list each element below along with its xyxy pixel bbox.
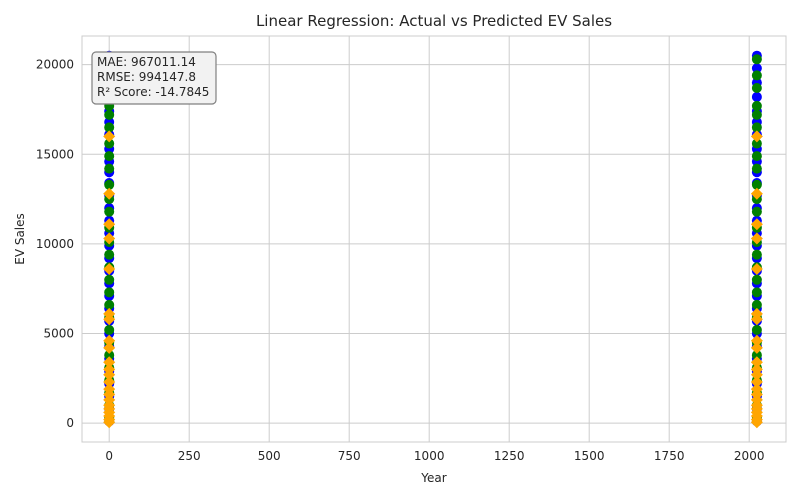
data-point-green [104, 151, 115, 162]
x-tick-label: 500 [258, 449, 281, 463]
y-tick-label: 5000 [43, 327, 74, 341]
data-point-orange [750, 313, 763, 326]
data-point-orange [750, 341, 763, 354]
data-point-green [104, 122, 115, 133]
data-point-green [104, 274, 115, 285]
data-point-green [104, 138, 115, 149]
plot-frame [81, 35, 787, 443]
data-point-orange [103, 232, 116, 245]
data-point-orange [750, 368, 763, 381]
data-point-blue [751, 63, 762, 74]
metrics-rmse: RMSE: 994147.8 [97, 70, 196, 84]
data-point-green [104, 179, 115, 190]
y-axis-label: EV Sales [13, 213, 27, 265]
data-point-orange [103, 218, 116, 231]
data-point-green [104, 350, 115, 361]
x-tick-label: 0 [105, 449, 113, 463]
data-point-orange [103, 368, 116, 381]
data-point-orange [103, 416, 116, 429]
data-point-green [751, 249, 762, 260]
y-tick-label: 10000 [36, 237, 74, 251]
data-point-orange [103, 375, 116, 388]
tick-labels: 0 250 500 750 1000 1250 1500 1750 20000500010000… [36, 58, 765, 463]
data-point-green [104, 324, 115, 335]
data-point-orange [103, 130, 116, 143]
data-point-orange [103, 187, 116, 200]
data-point-orange [103, 341, 116, 354]
data-point-orange [750, 334, 763, 347]
data-point-green [104, 163, 115, 174]
data-point-green [751, 274, 762, 285]
metrics-box-background [91, 51, 217, 105]
data-point-green [751, 163, 762, 174]
data-point-green [104, 109, 115, 120]
data-point-green [751, 138, 762, 149]
data-point-green [751, 122, 762, 133]
y-tick-label: 20000 [36, 58, 74, 72]
data-point-green [751, 82, 762, 93]
data-point-green [751, 54, 762, 65]
data-point-green [751, 350, 762, 361]
data-point-green [104, 249, 115, 260]
data-point-orange [750, 232, 763, 245]
x-tick-label: 1000 [414, 449, 445, 463]
data-point-green [751, 324, 762, 335]
data-point-orange [750, 130, 763, 143]
y-tick-label: 0 [66, 416, 74, 430]
data-point-orange [750, 218, 763, 231]
data-point-green [751, 100, 762, 111]
data-point-green [751, 109, 762, 120]
x-tick-label: 1250 [494, 449, 525, 463]
data-point-orange [103, 356, 116, 369]
data-point-green [104, 206, 115, 217]
x-axis-label: Year [420, 471, 446, 485]
x-tick-label: 2000 [734, 449, 765, 463]
data-point-green [104, 287, 115, 298]
chart-title: Linear Regression: Actual vs Predicted E… [256, 12, 612, 30]
x-tick-label: 1500 [574, 449, 605, 463]
x-tick-label: 250 [178, 449, 201, 463]
data-point-orange [103, 334, 116, 347]
data-point-green [751, 287, 762, 298]
data-point-orange [750, 263, 763, 276]
data-point-orange [750, 187, 763, 200]
x-tick-label: 1750 [654, 449, 685, 463]
metrics-box: MAE: 967011.14 RMSE: 994147.8 R² Score: … [91, 51, 217, 105]
data-point-orange [103, 263, 116, 276]
metrics-r2: R² Score: -14.7845 [97, 85, 209, 99]
x-tick-label: 750 [338, 449, 361, 463]
metrics-mae: MAE: 967011.14 [97, 55, 196, 69]
data-point-green [751, 70, 762, 81]
data-point-orange [750, 416, 763, 429]
data-point-orange [750, 356, 763, 369]
data-point-orange [103, 313, 116, 326]
y-tick-label: 15000 [36, 147, 74, 161]
data-point-green [751, 206, 762, 217]
data-point-green [751, 179, 762, 190]
data-point-blue [751, 91, 762, 102]
data-point-orange [750, 375, 763, 388]
data-point-green [751, 151, 762, 162]
data-point-green [104, 299, 115, 310]
grid-lines [81, 35, 787, 443]
data-point-green [751, 299, 762, 310]
